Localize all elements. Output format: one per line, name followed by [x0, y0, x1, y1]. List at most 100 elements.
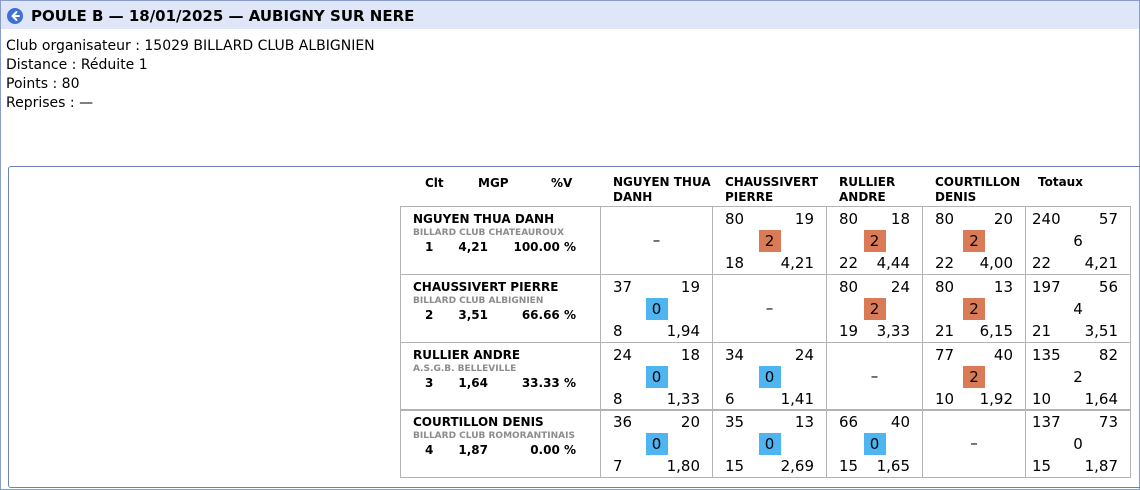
- player-mgp: 4,21: [458, 240, 488, 254]
- title-bar: POULE B — 18/01/2025 — AUBIGNY SUR NERE: [1, 1, 1139, 29]
- totals-cell: 135 82 2 10 1,64: [1025, 342, 1131, 411]
- player-name: RULLIER ANDRE: [413, 348, 521, 362]
- match-average: 6,15: [979, 322, 1013, 340]
- total-average: 1,64: [1084, 390, 1118, 408]
- total-points: 135: [1032, 346, 1061, 364]
- total-opponent-points: 73: [1098, 413, 1118, 431]
- match-reprises: 15: [839, 457, 859, 475]
- match-reprises: 8: [613, 322, 623, 340]
- match-average: 1,41: [780, 390, 814, 408]
- player-name: CHAUSSIVERT PIERRE: [413, 280, 559, 294]
- match-reprises: 15: [725, 457, 745, 475]
- player-win-pct: 100.00 %: [513, 240, 576, 254]
- match-cell: 24 18 0 8 1,33: [600, 342, 713, 411]
- match-points: 35: [725, 413, 745, 431]
- match-reprises: 22: [935, 254, 955, 272]
- player-club: A.S.G.B. BELLEVILLE: [413, 364, 517, 374]
- match-cell: 80 20 2 22 4,00: [922, 206, 1026, 275]
- player-cell: COURTILLON DENIS BILLARD CLUB ROMORANTINA…: [400, 409, 601, 478]
- back-arrow-icon[interactable]: [7, 8, 23, 24]
- match-reprises: 7: [613, 457, 623, 475]
- total-opponent-points: 82: [1098, 346, 1118, 364]
- match-points: 66: [839, 413, 859, 431]
- match-result-loss-badge: 0: [863, 433, 886, 455]
- match-result-loss-badge: 0: [645, 366, 668, 388]
- total-reprises: 10: [1032, 390, 1052, 408]
- match-opponent-points: 13: [794, 413, 814, 431]
- match-reprises: 8: [613, 390, 623, 408]
- empty-dash: –: [970, 434, 978, 452]
- results-panel: [8, 166, 1140, 488]
- match-cell: 77 40 2 10 1,92: [922, 342, 1026, 411]
- header-player-2-line-2: PIERRE: [725, 190, 774, 204]
- header-player-4: COURTILLON DENIS: [935, 175, 1020, 205]
- totals-cell: 137 73 0 15 1,87: [1025, 409, 1131, 478]
- page-title: POULE B — 18/01/2025 — AUBIGNY SUR NERE: [31, 7, 415, 25]
- total-match-points: 2: [1073, 368, 1083, 386]
- match-opponent-points: 19: [680, 278, 700, 296]
- match-average: 3,33: [876, 322, 910, 340]
- totals-cell: 197 56 4 21 3,51: [1025, 274, 1131, 343]
- match-average: 1,65: [876, 457, 910, 475]
- match-points: 34: [725, 346, 745, 364]
- match-reprises: 19: [839, 322, 859, 340]
- header-player-1-line-2: DANH: [613, 190, 653, 204]
- match-opponent-points: 18: [890, 210, 910, 228]
- empty-dash: –: [765, 299, 774, 317]
- total-opponent-points: 57: [1098, 210, 1118, 228]
- header-mgp: MGP: [478, 176, 509, 190]
- player-mgp: 1,87: [458, 443, 488, 457]
- match-average: 1,80: [666, 457, 700, 475]
- match-result-loss-badge: 0: [645, 298, 668, 320]
- match-opponent-points: 20: [993, 210, 1013, 228]
- header-player-4-line-2: DENIS: [935, 190, 977, 204]
- match-cell: 37 19 0 8 1,94: [600, 274, 713, 343]
- self-match-cell: –: [600, 206, 713, 275]
- total-opponent-points: 56: [1098, 278, 1118, 296]
- player-cell: RULLIER ANDRE A.S.G.B. BELLEVILLE 3 1,64 33.…: [400, 342, 601, 411]
- match-points: 36: [613, 413, 633, 431]
- match-points: 37: [613, 278, 633, 296]
- match-average: 1,33: [666, 390, 700, 408]
- header-clt: Clt: [425, 176, 444, 190]
- match-points: 80: [839, 210, 859, 228]
- self-match-cell: –: [922, 409, 1026, 478]
- header-player-1-line-1: NGUYEN THUA: [613, 175, 711, 189]
- match-result-loss-badge: 0: [758, 433, 781, 455]
- total-points: 240: [1032, 210, 1061, 228]
- header-player-1: NGUYEN THUA DANH: [613, 175, 711, 205]
- match-average: 4,21: [780, 254, 814, 272]
- player-win-pct: 0.00 %: [530, 443, 576, 457]
- match-opponent-points: 24: [794, 346, 814, 364]
- poule-info: Club organisateur : 15029 BILLARD CLUB A…: [6, 37, 375, 113]
- match-result-win-badge: 2: [963, 230, 985, 252]
- reprises-line: Reprises : —: [6, 95, 94, 111]
- player-cell: CHAUSSIVERT PIERRE BILLARD CLUB ALBIGNIEN…: [400, 274, 601, 343]
- match-cell: 80 18 2 22 4,44: [826, 206, 923, 275]
- match-opponent-points: 18: [680, 346, 700, 364]
- total-match-points: 6: [1073, 232, 1083, 250]
- total-reprises: 21: [1032, 322, 1052, 340]
- organizer-line: Club organisateur : 15029 BILLARD CLUB A…: [6, 38, 375, 54]
- match-opponent-points: 24: [890, 278, 910, 296]
- header-player-2: CHAUSSIVERT PIERRE: [725, 175, 818, 205]
- total-match-points: 4: [1073, 300, 1083, 318]
- match-reprises: 10: [935, 390, 955, 408]
- self-match-cell: –: [712, 274, 827, 343]
- header-player-3-line-2: ANDRE: [839, 190, 886, 204]
- total-reprises: 15: [1032, 457, 1052, 475]
- match-points: 80: [725, 210, 745, 228]
- header-totals: Totaux: [1038, 175, 1083, 189]
- total-points: 197: [1032, 278, 1061, 296]
- player-mgp: 3,51: [458, 308, 488, 322]
- match-reprises: 22: [839, 254, 859, 272]
- match-opponent-points: 40: [890, 413, 910, 431]
- match-cell: 34 24 0 6 1,41: [712, 342, 827, 411]
- distance-line: Distance : Réduite 1: [6, 57, 148, 73]
- player-club: BILLARD CLUB ALBIGNIEN: [413, 296, 544, 306]
- player-rank: 3: [425, 376, 434, 390]
- match-opponent-points: 40: [993, 346, 1013, 364]
- empty-dash: –: [870, 367, 879, 385]
- match-result-win-badge: 2: [758, 230, 781, 252]
- total-match-points: 0: [1073, 435, 1083, 453]
